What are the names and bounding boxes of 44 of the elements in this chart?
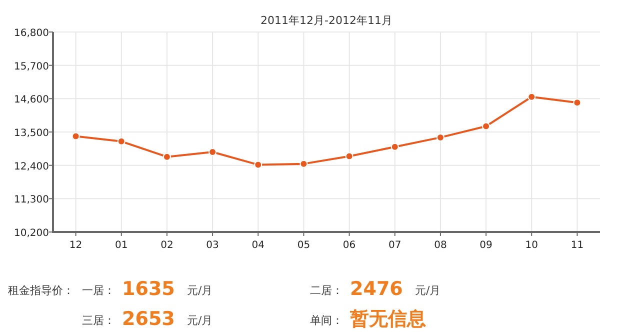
y-tick-label: 12,400: [14, 161, 49, 172]
text: 1635: [122, 278, 175, 300]
text: 元/月: [415, 284, 441, 297]
x-tick-label: 07: [388, 240, 402, 251]
text: 三居：: [82, 314, 115, 327]
text: 元/月: [187, 314, 213, 327]
point: [436, 133, 444, 142]
y-tick-label: 15,700: [14, 61, 49, 72]
chart-title: 2011年12月-2012年11月: [260, 14, 392, 27]
text: 暂无信息: [349, 308, 426, 330]
x-tick-label: 08: [434, 240, 447, 251]
point: [162, 152, 171, 161]
x-tick-label: 11: [570, 240, 584, 251]
point: [300, 160, 308, 168]
text: 2476: [350, 278, 403, 300]
point: [254, 160, 262, 169]
text: 一居：: [82, 284, 115, 297]
point: [482, 122, 490, 130]
y-tick-label: 13,500: [14, 128, 49, 139]
x-tick-label: 05: [297, 240, 310, 251]
text: 单间：: [310, 314, 343, 327]
x-tick-label: 06: [342, 240, 356, 251]
x-tick-label: 03: [206, 240, 219, 251]
y-tick-label: 11,300: [14, 194, 49, 206]
y-tick-label: 10,200: [14, 228, 49, 239]
y-tick-label: 16,800: [14, 28, 49, 39]
text: 租金指导价：: [8, 284, 74, 297]
text: 2653: [122, 308, 175, 330]
x-tick-label: 02: [160, 240, 174, 251]
x-tick-label: 09: [480, 240, 492, 251]
x-tick-label: 04: [252, 240, 264, 251]
point: [345, 152, 354, 160]
x-tick-label: 01: [115, 240, 128, 251]
point: [390, 142, 399, 151]
point: [72, 132, 80, 140]
point: [208, 148, 217, 156]
x-tick-label: 12: [69, 240, 82, 251]
point: [117, 137, 126, 146]
point: [573, 98, 582, 107]
text: 元/月: [187, 284, 213, 297]
x-tick-label: 10: [525, 240, 538, 251]
y-tick-label: 14,600: [14, 94, 49, 106]
text: 二居：: [310, 284, 343, 297]
point: [528, 92, 536, 101]
